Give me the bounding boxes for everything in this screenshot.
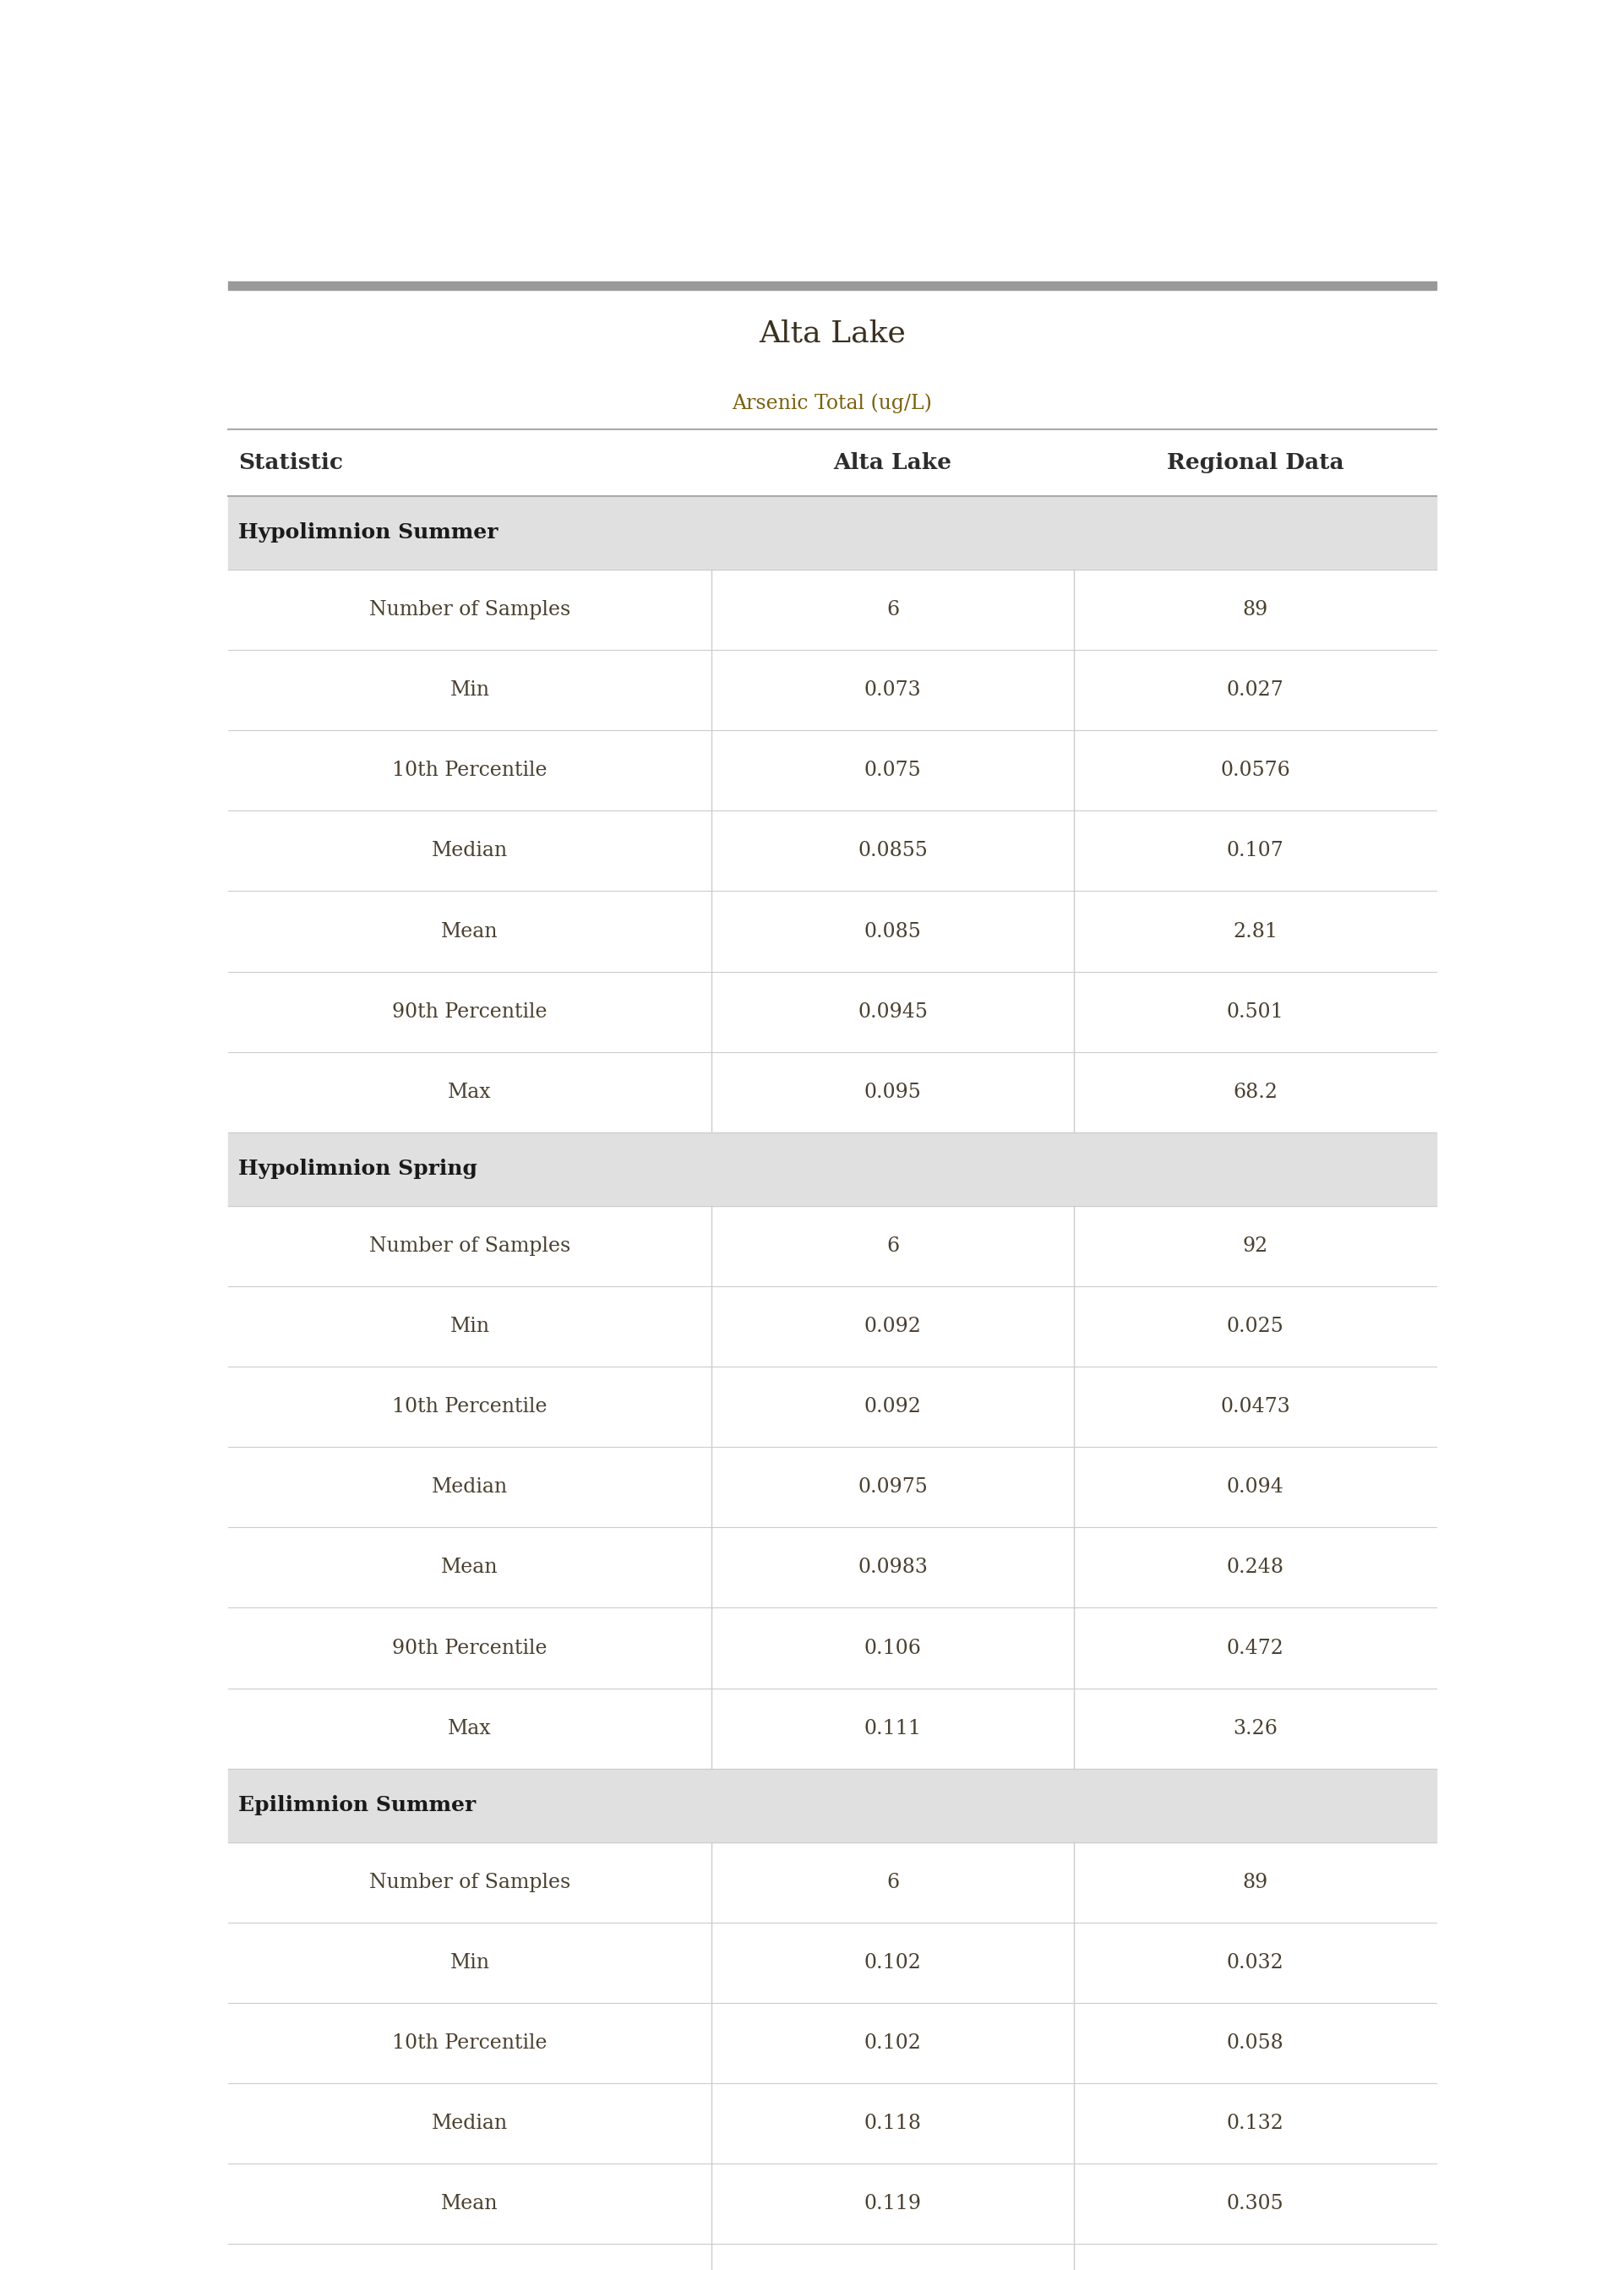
Bar (227, 1367, 1436, 1446)
Bar (227, 1689, 1436, 1768)
Bar (227, 2163, 1436, 2245)
Text: 0.119: 0.119 (864, 2195, 921, 2213)
Text: 0.0983: 0.0983 (857, 1557, 927, 1578)
Text: 2.81: 2.81 (1233, 922, 1278, 942)
Text: 0.132: 0.132 (1226, 2113, 1285, 2134)
Text: 0.025: 0.025 (1226, 1317, 1285, 1337)
Bar (227, 810, 1436, 892)
Text: Alta Lake: Alta Lake (758, 320, 906, 347)
Bar (227, 892, 1436, 972)
Bar (227, 2002, 1436, 2084)
Text: Mean: Mean (442, 2195, 499, 2213)
Text: 0.501: 0.501 (1226, 1001, 1285, 1022)
Text: 90th Percentile: 90th Percentile (393, 1639, 547, 1657)
Text: Max: Max (448, 1083, 492, 1101)
Text: Number of Samples: Number of Samples (369, 599, 570, 620)
Text: 0.032: 0.032 (1226, 1952, 1285, 1973)
Text: 0.085: 0.085 (864, 922, 921, 942)
Bar (227, 1446, 1436, 1528)
Text: 6: 6 (887, 1873, 900, 1891)
Text: Alta Lake: Alta Lake (833, 452, 952, 474)
Text: 0.092: 0.092 (864, 1317, 921, 1337)
Bar (227, 1051, 1436, 1133)
Bar (227, 291, 1436, 429)
Text: 3.26: 3.26 (1233, 1718, 1278, 1739)
Text: 89: 89 (1242, 599, 1268, 620)
Text: Arsenic Total (ug/L): Arsenic Total (ug/L) (732, 393, 932, 413)
Bar (227, 497, 1436, 570)
Bar (227, 1768, 1436, 1841)
Text: 0.111: 0.111 (864, 1718, 921, 1739)
Text: 68.2: 68.2 (1233, 1083, 1278, 1101)
Bar (227, 649, 1436, 731)
Text: Min: Min (450, 1317, 490, 1337)
Text: Statistic: Statistic (239, 452, 343, 474)
Text: Epilimnion Summer: Epilimnion Summer (239, 1796, 476, 1816)
Text: 0.073: 0.073 (864, 681, 921, 699)
Bar (227, 1607, 1436, 1689)
Text: 0.0975: 0.0975 (857, 1478, 927, 1496)
Text: 10th Percentile: 10th Percentile (393, 2034, 547, 2052)
Text: Number of Samples: Number of Samples (369, 1237, 570, 1255)
Text: 0.472: 0.472 (1226, 1639, 1285, 1657)
Text: 6: 6 (887, 1237, 900, 1255)
Bar (227, 731, 1436, 810)
Text: 0.248: 0.248 (1226, 1557, 1285, 1578)
Text: Median: Median (432, 1478, 508, 1496)
Bar (227, 281, 1436, 291)
Bar (227, 1287, 1436, 1367)
Bar (227, 2084, 1436, 2163)
Bar (227, 1205, 1436, 1287)
Bar (227, 1133, 1436, 1205)
Text: Min: Min (450, 681, 490, 699)
Text: 0.075: 0.075 (864, 760, 921, 781)
Text: Min: Min (450, 1952, 490, 1973)
Text: 6: 6 (887, 599, 900, 620)
Text: 0.106: 0.106 (864, 1639, 921, 1657)
Text: 0.0473: 0.0473 (1220, 1396, 1289, 1416)
Text: Hypolimnion Spring: Hypolimnion Spring (239, 1160, 477, 1178)
Text: Max: Max (448, 1718, 492, 1739)
Text: 0.102: 0.102 (864, 1952, 921, 1973)
Text: 0.305: 0.305 (1226, 2195, 1283, 2213)
Text: Hypolimnion Summer: Hypolimnion Summer (239, 522, 499, 543)
Text: Median: Median (432, 2113, 508, 2134)
Text: 0.107: 0.107 (1226, 842, 1285, 860)
Text: 90th Percentile: 90th Percentile (393, 1001, 547, 1022)
Text: Mean: Mean (442, 922, 499, 942)
Bar (227, 2245, 1436, 2270)
Bar (227, 1923, 1436, 2002)
Text: 0.0576: 0.0576 (1220, 760, 1289, 781)
Text: Median: Median (432, 842, 508, 860)
Text: Mean: Mean (442, 1557, 499, 1578)
Text: Number of Samples: Number of Samples (369, 1873, 570, 1891)
Text: 0.102: 0.102 (864, 2034, 921, 2052)
Text: Regional Data: Regional Data (1166, 452, 1343, 474)
Text: 0.0945: 0.0945 (857, 1001, 927, 1022)
Text: 89: 89 (1242, 1873, 1268, 1891)
Text: 10th Percentile: 10th Percentile (393, 760, 547, 781)
Text: 0.092: 0.092 (864, 1396, 921, 1416)
Text: 10th Percentile: 10th Percentile (393, 1396, 547, 1416)
Text: 0.095: 0.095 (864, 1083, 921, 1101)
Text: 0.058: 0.058 (1226, 2034, 1285, 2052)
Bar (227, 1528, 1436, 1607)
Bar (227, 429, 1436, 497)
Text: 0.118: 0.118 (864, 2113, 921, 2134)
Bar (227, 570, 1436, 649)
Bar (227, 1841, 1436, 1923)
Text: 92: 92 (1242, 1237, 1268, 1255)
Bar (227, 972, 1436, 1051)
Text: 0.094: 0.094 (1226, 1478, 1285, 1496)
Text: 0.027: 0.027 (1226, 681, 1285, 699)
Text: 0.0855: 0.0855 (857, 842, 927, 860)
